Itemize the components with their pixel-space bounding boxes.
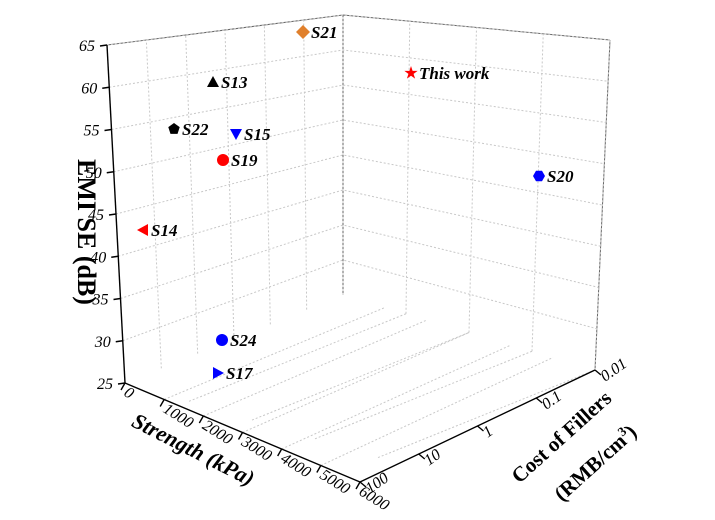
- gridline-floor-y: [313, 350, 533, 440]
- data-point: [213, 367, 224, 379]
- gridline-floor-x: [320, 357, 554, 466]
- z-tick-label: 65: [79, 38, 95, 55]
- y-tick-label: 0.01: [598, 355, 631, 385]
- gridline-horizontal: [120, 224, 599, 299]
- gridline-right-wall-vertical: [468, 27, 477, 333]
- x-tick-mark: [120, 382, 126, 391]
- gridline-floor-y: [376, 369, 596, 459]
- y-tick-mark: [594, 369, 602, 376]
- data-point-label: S13: [221, 73, 248, 92]
- x-tick-mark: [159, 399, 165, 407]
- data-point-label: This work: [419, 64, 490, 83]
- data-point-label: S15: [244, 125, 271, 144]
- gridline-right-wall-vertical: [531, 33, 544, 352]
- z-tick-label: 40: [90, 249, 106, 266]
- gridline-floor-x: [203, 319, 428, 417]
- y-tick-mark: [418, 453, 426, 460]
- data-point: [216, 334, 228, 346]
- gridline-floor-x: [242, 332, 470, 433]
- z-tick-mark: [99, 44, 108, 47]
- z-axis-label: EMI SE (dB): [72, 159, 101, 305]
- x-tick-mark: [237, 432, 244, 440]
- axis-layer: [99, 44, 602, 490]
- gridline-horizontal: [122, 259, 598, 342]
- x-tick-label: 5000: [317, 466, 353, 497]
- z-tick-mark: [115, 340, 123, 343]
- data-point-label: S19: [231, 151, 258, 170]
- data-point: [207, 76, 219, 87]
- x-tick-mark: [198, 415, 204, 424]
- point-layer: S21 This work S13 S22 S15 S19 S20 S14 S24 S17: [137, 23, 574, 383]
- z-tick-mark: [102, 86, 110, 89]
- gridline-left-wall-vertical: [224, 29, 235, 340]
- gridline-right-wall-vertical: [594, 39, 611, 371]
- gridline-floor-x: [281, 344, 512, 450]
- z-tick-mark: [108, 213, 117, 216]
- z-tick-label: 60: [81, 80, 97, 97]
- gridline-floor-y: [187, 313, 407, 403]
- z-tick-mark: [104, 128, 112, 132]
- y-tick-label: 0.1: [539, 388, 565, 413]
- data-point-label: S17: [226, 364, 254, 383]
- y-tick-mark: [535, 397, 543, 404]
- z-tick-mark: [111, 255, 119, 258]
- gridline-horizontal: [111, 84, 607, 130]
- gridline-left-wall-vertical: [303, 19, 308, 310]
- y-tick-label: 1: [480, 423, 496, 442]
- y-tick-mark: [477, 425, 484, 432]
- z-tick-label: 30: [94, 334, 111, 351]
- x-tick-label: 4000: [278, 450, 314, 481]
- data-point: [296, 25, 310, 39]
- data-point: [137, 224, 148, 236]
- z-tick-label: 50: [86, 165, 102, 182]
- gridline-floor-y: [250, 332, 470, 421]
- z-tick-mark: [113, 297, 121, 301]
- data-point-label: S14: [151, 221, 177, 240]
- data-point: [404, 66, 418, 79]
- gridline-right-wall-vertical: [405, 21, 411, 314]
- y-tick-label: 10: [421, 446, 444, 469]
- gridline-horizontal: [115, 154, 603, 215]
- top-back-edges: [106, 14, 611, 46]
- gridline-horizontal: [109, 49, 609, 88]
- x-tick-mark: [355, 481, 361, 490]
- data-point-label: S21: [311, 23, 337, 42]
- z-tick-label: 35: [92, 292, 109, 309]
- data-point-label: S24: [230, 331, 256, 350]
- z-tick-label: 55: [84, 123, 100, 140]
- data-point-label: S20: [547, 167, 574, 186]
- gridline-left-wall-vertical: [185, 34, 199, 354]
- z-tick-label: 45: [88, 207, 104, 224]
- data-point: [533, 170, 545, 182]
- z-tick-mark: [106, 171, 114, 174]
- data-point: [168, 123, 180, 134]
- y-tick-mark: [359, 481, 367, 488]
- gridline-horizontal: [118, 189, 601, 257]
- gridline-horizontal: [106, 14, 611, 46]
- x-tick-mark: [316, 465, 322, 473]
- data-point-label: S22: [182, 120, 209, 139]
- data-point: [230, 129, 242, 140]
- x-tick-mark: [277, 448, 283, 457]
- data-point: [217, 154, 229, 166]
- gridline-left-wall-vertical: [145, 39, 162, 369]
- z-tick-label: 25: [97, 376, 113, 393]
- z-tick-mark: [117, 382, 126, 385]
